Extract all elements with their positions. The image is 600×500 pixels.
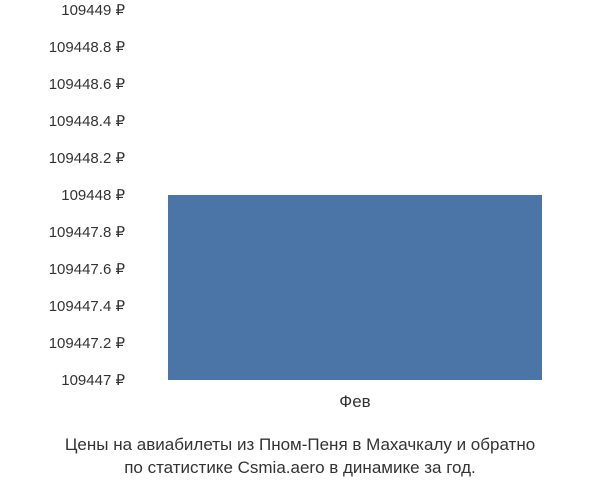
plot-area: Фев — [135, 10, 575, 380]
y-tick-label: 109449 ₽ — [61, 1, 125, 19]
y-tick-label: 109448.4 ₽ — [49, 112, 125, 130]
y-tick-label: 109447 ₽ — [61, 371, 125, 389]
y-tick-label: 109447.6 ₽ — [49, 260, 125, 278]
x-category-label: Фев — [339, 392, 370, 412]
bar — [168, 195, 542, 380]
y-tick-label: 109447.2 ₽ — [49, 334, 125, 352]
caption-line-1: Цены на авиабилеты из Пном-Пеня в Махачк… — [65, 435, 535, 454]
caption-line-2: по статистике Csmia.aero в динамике за г… — [124, 458, 476, 477]
y-tick-label: 109448.8 ₽ — [49, 38, 125, 56]
price-chart: 109449 ₽ 109448.8 ₽ 109448.6 ₽ 109448.4 ₽ 10… — [0, 0, 600, 500]
y-tick-label: 109447.4 ₽ — [49, 297, 125, 315]
chart-caption: Цены на авиабилеты из Пном-Пеня в Махачк… — [0, 434, 600, 480]
y-tick-label: 109448.2 ₽ — [49, 149, 125, 167]
y-tick-label: 109447.8 ₽ — [49, 223, 125, 241]
y-tick-label: 109448 ₽ — [61, 186, 125, 204]
y-tick-label: 109448.6 ₽ — [49, 75, 125, 93]
